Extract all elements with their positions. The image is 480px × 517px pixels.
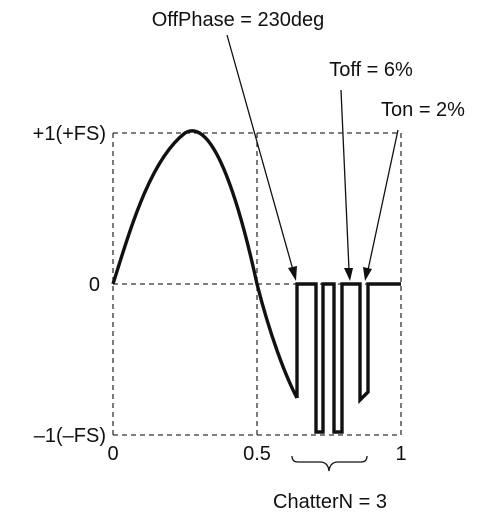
arrow-toff bbox=[340, 89, 353, 281]
x-axis-zero-label: 0 bbox=[107, 443, 118, 465]
toff-label: Toff = 6% bbox=[329, 59, 413, 81]
y-axis-bottom-label: –1(–FS) bbox=[34, 425, 106, 447]
offphase-label: OffPhase = 230deg bbox=[152, 9, 325, 31]
y-axis-zero-label: 0 bbox=[89, 274, 100, 296]
x-axis-one-label: 1 bbox=[395, 443, 406, 465]
arrow-offphase bbox=[226, 34, 297, 281]
x-axis-half-label: 0.5 bbox=[243, 443, 271, 465]
sine-waveform bbox=[111, 129, 299, 399]
ton-label: Ton = 2% bbox=[381, 99, 465, 121]
chatter-waveform bbox=[295, 282, 401, 434]
chatter-n-label: ChatterN = 3 bbox=[273, 491, 387, 513]
y-axis-top-label: +1(+FS) bbox=[33, 123, 106, 145]
chatter-brace bbox=[291, 455, 368, 472]
arrow-ton bbox=[363, 129, 399, 281]
